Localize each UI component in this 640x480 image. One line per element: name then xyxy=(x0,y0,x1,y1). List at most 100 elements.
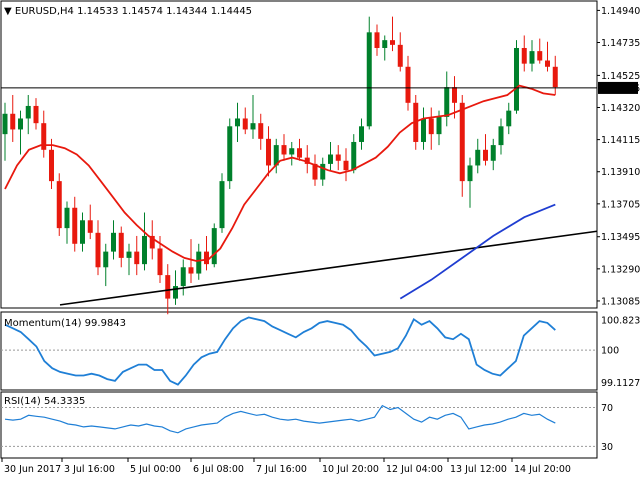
candle-body xyxy=(490,145,496,161)
panel-frames xyxy=(0,0,598,459)
candle-body xyxy=(64,207,70,229)
rsi-axis: 70 30 xyxy=(601,403,613,453)
candle-body xyxy=(343,160,349,171)
candle-body xyxy=(397,44,403,67)
time-tick-label: 10 Jul 20:00 xyxy=(322,464,379,475)
candle-body xyxy=(335,154,341,161)
candle-body xyxy=(227,126,233,182)
price-panel: 1.14940 1.14735 1.14525 1.14320 1.14115 1.139… xyxy=(1,6,640,315)
candle-body xyxy=(537,51,543,61)
candle-body xyxy=(312,163,318,180)
time-tick-label: 30 Jun 2017 xyxy=(4,464,61,475)
candle-body xyxy=(118,232,124,258)
candle-body xyxy=(273,145,279,166)
candle-body xyxy=(211,228,217,265)
candle-body xyxy=(196,251,202,274)
candle-body xyxy=(165,275,171,299)
candle-body xyxy=(320,163,326,180)
candle-body xyxy=(111,232,116,252)
price-tick-label: 1.14735 xyxy=(601,38,640,49)
momentum-tick-label: 100 xyxy=(601,346,619,357)
candle-body xyxy=(250,123,256,130)
momentum-tick-label: 99.1127 xyxy=(601,378,640,389)
candle-body xyxy=(204,251,209,265)
moving-average-fast xyxy=(4,84,556,262)
rsi-tick-label: 30 xyxy=(601,442,613,453)
candle-body xyxy=(33,105,39,124)
candle-body xyxy=(80,220,85,244)
candle-body xyxy=(475,149,481,166)
candle-body xyxy=(374,32,380,48)
candle-body xyxy=(173,286,178,299)
candle-body xyxy=(2,113,8,135)
candle-body xyxy=(529,51,535,64)
time-axis: 30 Jun 2017 3 Jul 16:00 5 Jul 00:00 6 Jul 0… xyxy=(1,458,571,475)
candle-body xyxy=(134,251,140,265)
rsi-levels xyxy=(1,407,597,447)
candle-body xyxy=(281,145,287,155)
candle-body xyxy=(297,148,302,158)
candle-body xyxy=(452,87,457,103)
candle-body xyxy=(142,235,147,265)
rsi-tick-label: 70 xyxy=(601,403,613,414)
candle-body xyxy=(219,181,225,229)
candle-body xyxy=(289,148,295,155)
candle-body xyxy=(41,123,47,150)
time-tick-label: 6 Jul 08:00 xyxy=(193,464,244,475)
candle-body xyxy=(49,149,54,182)
candle-body xyxy=(328,154,333,164)
candle-body xyxy=(95,232,101,268)
candle-body xyxy=(180,267,186,287)
time-tick-label: 3 Jul 16:00 xyxy=(64,464,115,475)
candle-body xyxy=(87,220,93,233)
candle-body xyxy=(56,181,62,229)
candle-body xyxy=(242,118,248,130)
candles xyxy=(2,16,558,315)
time-tick-label: 12 Jul 04:00 xyxy=(386,464,443,475)
momentum-panel-frame xyxy=(0,311,598,391)
ohlc-header: 1.14533 1.14574 1.14344 1.14445 xyxy=(77,6,252,17)
candle-body xyxy=(498,126,504,146)
time-tick-label: 7 Jul 16:00 xyxy=(256,464,307,475)
candle-body xyxy=(467,165,473,182)
trendline xyxy=(59,230,598,306)
price-tick-label: 1.14525 xyxy=(601,71,640,82)
price-tick-label: 1.14115 xyxy=(601,135,640,146)
current-price-label: 1.14445 xyxy=(601,83,640,94)
rsi-label: RSI(14) 54.3335 xyxy=(4,396,85,407)
current-price-box: 1.14445 xyxy=(598,81,640,94)
candle-body xyxy=(405,66,411,103)
candle-body xyxy=(18,118,23,130)
candle-body xyxy=(545,60,550,67)
candle-body xyxy=(25,105,31,119)
candle-body xyxy=(157,248,163,276)
price-axis: 1.14940 1.14735 1.14525 1.14320 1.14115 1.139… xyxy=(597,6,640,307)
candle-body xyxy=(521,47,527,64)
candle-body xyxy=(235,118,240,127)
price-tick-label: 1.13910 xyxy=(601,167,640,178)
candle-body xyxy=(506,110,512,127)
collapse-arrow-icon: ▼ xyxy=(4,6,12,17)
candle-body xyxy=(514,47,519,111)
candle-body xyxy=(421,118,426,142)
candle-body xyxy=(459,102,465,182)
candle-body xyxy=(483,149,488,161)
candle-body xyxy=(359,126,364,142)
price-tick-label: 1.14940 xyxy=(601,6,640,17)
price-tick-label: 1.14320 xyxy=(601,103,640,114)
candle-body xyxy=(126,251,132,258)
candle-body xyxy=(444,87,450,117)
momentum-label: Momentum(14) 99.9843 xyxy=(4,318,126,329)
symbol-label: EURUSD,H4 xyxy=(15,6,74,17)
price-tick-label: 1.13705 xyxy=(601,199,640,210)
candle-body xyxy=(10,113,16,130)
price-tick-label: 1.13290 xyxy=(601,264,640,275)
price-tick-label: 1.13085 xyxy=(601,296,640,307)
rsi-panel: 70 30 RSI(14) 54.3335 xyxy=(1,396,613,453)
momentum-line xyxy=(4,316,556,386)
candle-body xyxy=(266,138,271,166)
candle-body xyxy=(258,123,264,139)
